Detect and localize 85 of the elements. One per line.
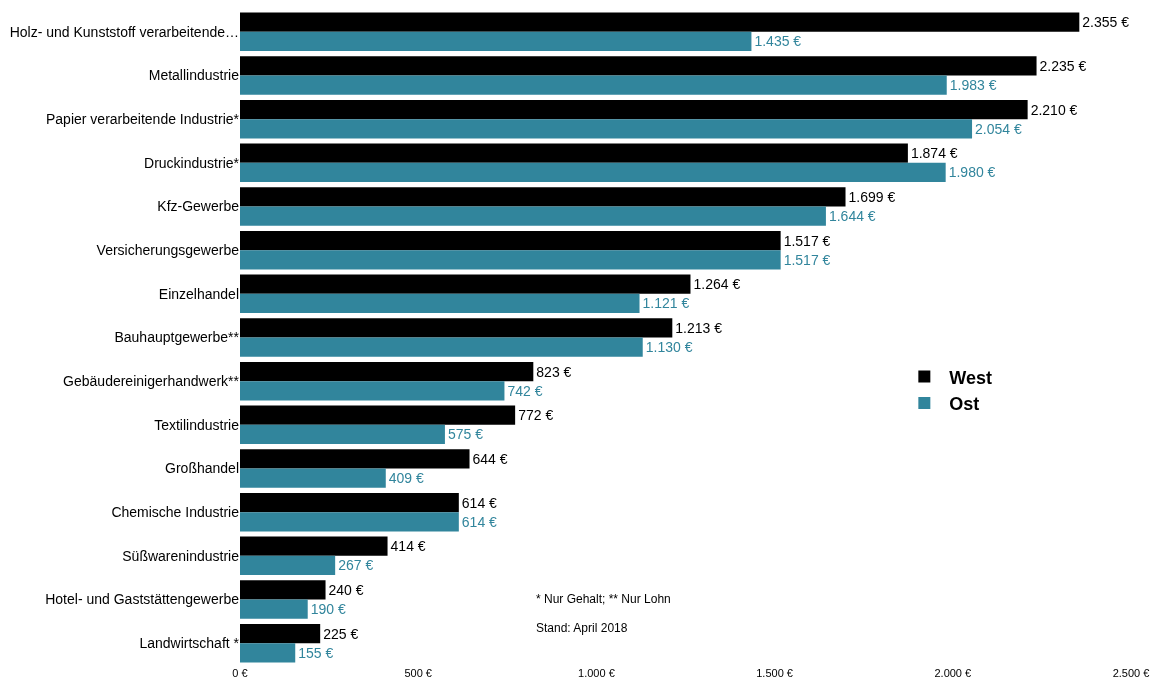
- data-label: 1.874 €: [910, 145, 958, 162]
- data-label: 2.054 €: [975, 120, 1022, 137]
- data-label: 614 €: [461, 494, 498, 511]
- y-tick-label: Süßwarenindustrie: [122, 547, 240, 564]
- y-tick-label: Chemische Industrie: [111, 504, 240, 521]
- bar: [240, 75, 947, 95]
- y-tick-label: Einzelhandel: [158, 285, 239, 302]
- x-tick-label: 1.500 €: [756, 667, 793, 679]
- bar: [240, 580, 326, 600]
- bar: [240, 337, 643, 357]
- x-tick-label: 1.000 €: [578, 667, 615, 679]
- legend-label: Ost: [949, 394, 980, 415]
- data-label: 2.355 €: [1082, 14, 1130, 31]
- y-tick-label: Landwirtschaft *: [139, 635, 240, 652]
- data-label: 240 €: [328, 581, 364, 598]
- bar: [240, 187, 846, 207]
- bar: [240, 512, 459, 532]
- bar: [240, 56, 1037, 76]
- bar: [240, 555, 336, 576]
- y-tick-label: Papier verarbeitende Industrie*: [45, 111, 240, 128]
- annotation: * Nur Gehalt; ** Nur Lohn: [536, 592, 671, 606]
- y-tick-label: Großhandel: [165, 460, 239, 477]
- data-label: 742 €: [507, 382, 543, 399]
- data-label: 614 €: [461, 513, 498, 530]
- bar: [240, 468, 386, 488]
- y-tick-label: Druckindustrie*: [144, 154, 240, 171]
- data-label: 155 €: [298, 644, 334, 661]
- bar: [240, 361, 534, 382]
- data-label: 1.121 €: [642, 295, 690, 312]
- bar: [240, 536, 388, 556]
- data-label: 1.517 €: [783, 232, 831, 249]
- data-label: 823 €: [536, 363, 572, 380]
- y-tick-label: Textilindustrie: [154, 416, 240, 433]
- data-label: 1.517 €: [783, 251, 831, 268]
- bar: [240, 381, 505, 401]
- data-label: 1.983 €: [949, 77, 997, 94]
- bar: [240, 206, 826, 226]
- data-label: 1.644 €: [828, 208, 876, 225]
- bar: [240, 162, 946, 183]
- data-label: 1.130 €: [645, 339, 693, 356]
- bar: [240, 293, 640, 314]
- data-label: 1.435 €: [754, 33, 802, 50]
- data-label: 225 €: [323, 625, 359, 642]
- x-tick-label: 2.000 €: [934, 667, 972, 679]
- data-label: 414 €: [390, 538, 426, 555]
- y-tick-label: Bauhauptgewerbe**: [114, 329, 240, 346]
- data-label: 772 €: [518, 407, 554, 424]
- y-tick-label: Metallindustrie: [148, 67, 240, 84]
- bar: [240, 492, 459, 513]
- bar: [240, 424, 445, 445]
- y-tick-label: Holz- und Kunststoff verarbeitende…: [9, 23, 239, 40]
- y-tick-label: Hotel- und Gaststättengewerbe: [45, 591, 240, 608]
- data-label: 1.213 €: [675, 319, 723, 336]
- y-tick-label: Kfz-Gewerbe: [157, 198, 240, 215]
- x-tick-label: 500 €: [404, 667, 432, 679]
- data-label: 409 €: [388, 470, 425, 487]
- bar: [240, 119, 973, 139]
- bar: [240, 274, 691, 294]
- bar: [240, 318, 673, 338]
- data-label: 1.264 €: [693, 276, 741, 293]
- data-label: 575 €: [447, 426, 484, 443]
- bar: [240, 143, 908, 163]
- x-tick-label: 0 €: [232, 667, 248, 679]
- y-tick-label: Versicherungsgewerbe: [96, 242, 240, 259]
- bar: [240, 230, 781, 251]
- data-label: 267 €: [338, 557, 374, 574]
- legend-label: West: [949, 367, 993, 388]
- data-label: 644 €: [472, 450, 508, 467]
- bar: [240, 449, 470, 469]
- bar: [240, 31, 752, 52]
- data-label: 1.980 €: [948, 164, 996, 181]
- bar: [240, 643, 296, 663]
- data-label: 2.235 €: [1039, 57, 1087, 74]
- data-label: 190 €: [310, 601, 346, 618]
- annotation: Stand: April 2018: [536, 621, 628, 635]
- x-tick-label: 2.500 €: [1112, 667, 1150, 679]
- bar: [240, 599, 308, 619]
- bar: [240, 405, 516, 425]
- data-label: 1.699 €: [848, 188, 896, 205]
- data-label: 2.210 €: [1030, 101, 1078, 118]
- bar: [240, 12, 1080, 32]
- bar: [240, 99, 1028, 120]
- y-tick-label: Gebäudereinigerhandwerk**: [63, 373, 240, 390]
- bar: [240, 250, 781, 270]
- bar: [240, 623, 321, 644]
